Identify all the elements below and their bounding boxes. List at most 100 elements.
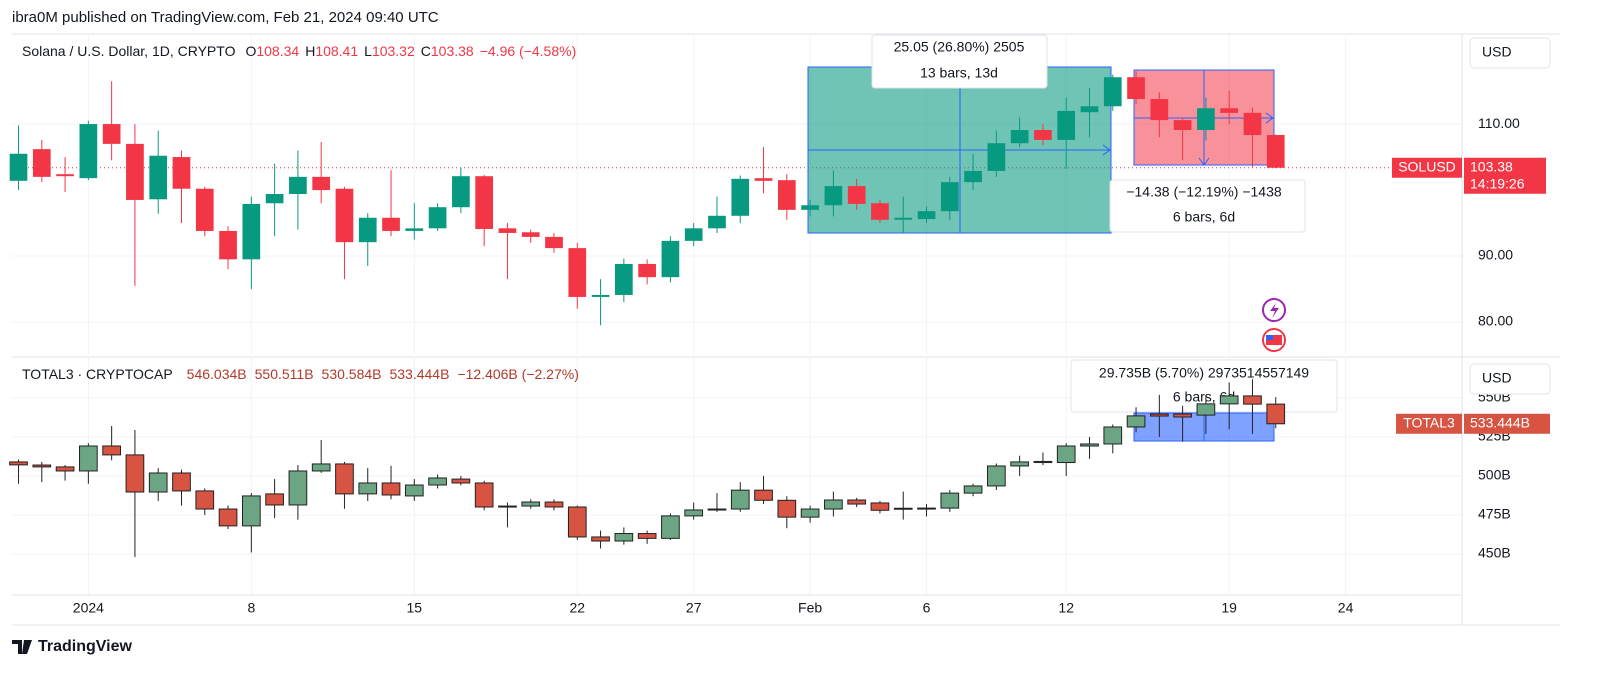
x-tick-label: 15 [407, 600, 423, 616]
candle-body [661, 240, 680, 278]
candle-body [708, 215, 726, 229]
candle-body [847, 186, 866, 204]
candle-body [1080, 106, 1099, 113]
candle-body [1266, 135, 1285, 168]
measure-long [807, 66, 1112, 234]
candle-body [638, 263, 656, 278]
candle-body [1243, 395, 1262, 405]
legend-value: 546.034B [187, 366, 247, 382]
measure-label-box [871, 34, 1048, 89]
candle-body [544, 501, 564, 508]
measure-label: −14.38 (−12.19%) −1438 [1126, 184, 1282, 200]
measure-label-box [1109, 179, 1306, 233]
x-tick-label: 27 [686, 600, 702, 616]
currency-button[interactable] [1469, 363, 1551, 395]
y-tick-label: 450B [1478, 545, 1511, 561]
candle-body [684, 228, 703, 241]
candle-body [311, 463, 331, 472]
candle-body [1196, 403, 1216, 416]
candle-body [1103, 77, 1122, 107]
candle-body [404, 484, 424, 497]
measure-arrow [1265, 112, 1274, 124]
candle-body [870, 502, 890, 511]
symbol-label: TOTAL3 [1403, 414, 1455, 430]
legend-value: 103.32 [372, 43, 415, 59]
candle-body [1173, 413, 1192, 418]
candle-body [614, 533, 634, 542]
legend-value: 103.38 [431, 43, 474, 59]
frame [12, 33, 1560, 626]
candle-body [498, 228, 517, 233]
legend-value: 108.34 [256, 43, 299, 59]
y-tick-label: 110.00 [1478, 115, 1520, 131]
candle-body [800, 508, 820, 518]
candle-body [126, 143, 144, 200]
candle-body [452, 176, 470, 208]
candle-body [824, 499, 843, 510]
candle-body [568, 248, 587, 297]
candle-body [1010, 461, 1029, 467]
candle-body [987, 465, 1006, 487]
countdown: 14:19:26 [1470, 175, 1525, 191]
candle-body [730, 489, 750, 510]
candle-body [381, 482, 401, 496]
candle-body [358, 217, 377, 243]
candle-body [405, 228, 424, 231]
candles [9, 71, 1286, 558]
lightning [1270, 303, 1279, 318]
candle-body [1173, 120, 1192, 131]
candle-body [1033, 460, 1053, 464]
candle-body [9, 153, 28, 181]
x-tick-label: 2024 [73, 600, 104, 616]
candle-body [661, 515, 680, 539]
candle-body [917, 211, 936, 220]
candle-body [265, 194, 284, 204]
legend-value: −12.406B (−2.27%) [457, 366, 578, 382]
candle-body [1219, 395, 1239, 405]
candle-body [1266, 403, 1286, 425]
candle-body [754, 178, 773, 181]
candle-body [637, 533, 657, 539]
candle-body [801, 205, 819, 210]
candle-body [195, 490, 215, 510]
candle-body [1149, 413, 1169, 417]
y-tick-label: 500B [1478, 467, 1511, 483]
candle-body [451, 478, 471, 484]
y-tick-label: 90.00 [1478, 247, 1513, 263]
currency-button[interactable] [1469, 37, 1551, 69]
overlays: 2024 8 15 22 27 Feb 6 12 19 24 Solana / U.S. Dolla… [22, 37, 1551, 616]
legend-title: TOTAL3 · CRYPTOCAP [22, 366, 173, 382]
candle-body [335, 463, 354, 495]
last-price: 533.444B [1470, 414, 1530, 430]
legend-title: Solana / U.S. Dollar, 1D, CRYPTO [22, 43, 236, 59]
candle-body [871, 203, 889, 220]
x-tick-label: 22 [569, 600, 585, 616]
x-tick-label: 8 [247, 600, 255, 616]
event-icons [1262, 298, 1286, 352]
candle-body [615, 263, 633, 295]
legend: Solana / U.S. Dollar, 1D, CRYPTO O108.34 H… [22, 43, 576, 59]
candle-body [940, 492, 960, 509]
candle-body [219, 230, 237, 260]
candle-body [148, 472, 168, 493]
candle-body [172, 157, 191, 189]
candle-body [1034, 130, 1052, 140]
candle-body [1127, 77, 1145, 99]
candle-body [265, 493, 284, 506]
candle-body [1103, 426, 1123, 445]
measure-arrow [1102, 144, 1111, 156]
legend-value: 550.511B [255, 366, 314, 382]
candle-body [1126, 415, 1146, 428]
symbol-label: SOLUSD [1398, 158, 1456, 174]
measure-labels: 25.05 (26.80%) 2505 13 bars, 13d −14.38 … [871, 34, 1306, 233]
candle-body [1056, 445, 1076, 464]
candle-body [893, 507, 913, 510]
candle-body [684, 509, 704, 517]
candle-body [940, 182, 959, 212]
flag [1266, 335, 1282, 345]
candle-body [1220, 108, 1239, 113]
currency-label: USD [1482, 370, 1512, 386]
candle-body [288, 470, 308, 506]
candle-body [1150, 99, 1169, 121]
